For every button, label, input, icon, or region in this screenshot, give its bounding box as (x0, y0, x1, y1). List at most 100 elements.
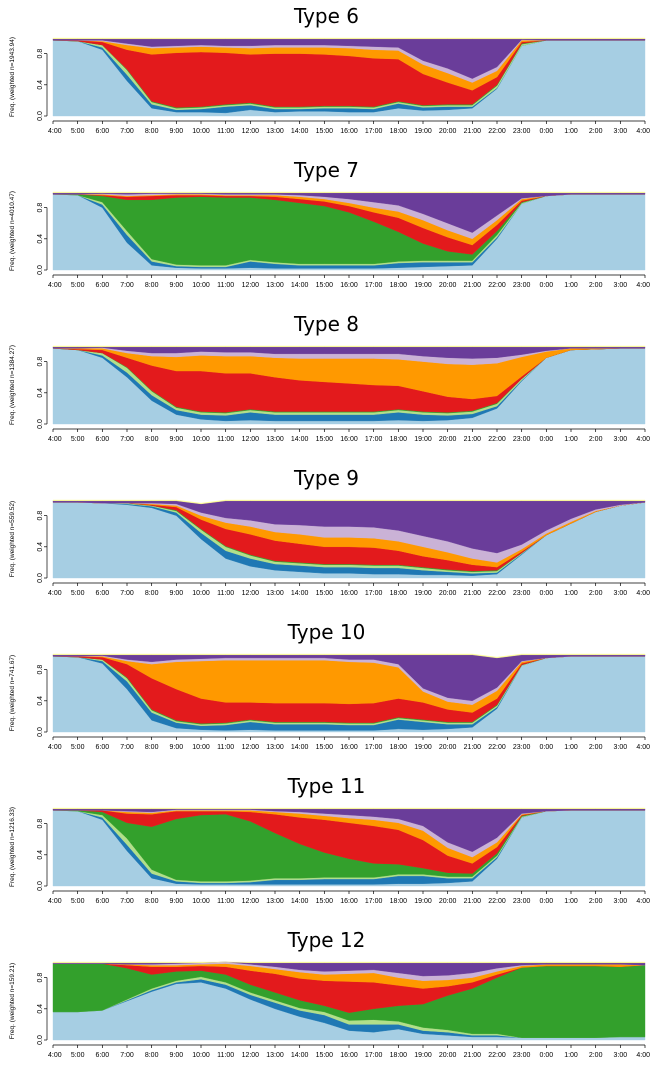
x-tick-label: 22:00 (488, 282, 506, 289)
x-tick-label: 2:00 (589, 590, 603, 597)
x-tick-label: 10:00 (192, 1052, 210, 1059)
x-tick-label: 23:00 (513, 744, 531, 751)
y-axis-label: Freq. (weighted n=559.52) (9, 501, 16, 577)
x-tick-label: 6:00 (96, 898, 110, 905)
y-tick-label: 0.4 (37, 542, 44, 552)
x-tick-label: 8:00 (145, 744, 159, 751)
x-tick-label: 0:00 (540, 282, 554, 289)
x-tick-label: 13:00 (266, 436, 284, 443)
x-tick-label: 21:00 (464, 128, 482, 135)
x-tick-label: 10:00 (192, 128, 210, 135)
y-tick-label: 0.8 (37, 973, 44, 983)
x-tick-label: 9:00 (170, 282, 184, 289)
x-tick-label: 14:00 (291, 744, 309, 751)
y-tick-label: 0.0 (37, 265, 44, 275)
x-tick-label: 0:00 (540, 898, 554, 905)
x-tick-label: 12:00 (242, 1052, 260, 1059)
x-tick-label: 11:00 (217, 436, 234, 443)
x-tick-label: 14:00 (291, 1052, 309, 1059)
x-tick-label: 22:00 (488, 1052, 506, 1059)
x-tick-label: 20:00 (439, 282, 457, 289)
y-tick-label: 0.8 (37, 819, 44, 829)
x-tick-label: 6:00 (96, 282, 110, 289)
x-tick-label: 0:00 (540, 744, 554, 751)
x-tick-label: 5:00 (71, 282, 85, 289)
x-tick-label: 10:00 (192, 590, 210, 597)
x-tick-label: 16:00 (340, 590, 358, 597)
series-area (52, 499, 646, 505)
chart-svg: 0.0 0.4 0.8 Freq. (weighted n=159.21) 4:00 5:… (9, 961, 650, 1059)
chart-svg: 0.0 0.4 0.8 Freq. (weighted n=741.67) 4:00 5:… (9, 653, 650, 751)
x-tick-label: 23:00 (513, 898, 531, 905)
x-tick-label: 7:00 (120, 128, 134, 135)
x-tick-label: 22:00 (488, 436, 506, 443)
y-tick-label: 0.0 (37, 727, 44, 737)
x-tick-label: 23:00 (513, 282, 531, 289)
chart-title: Type 11 (287, 774, 366, 798)
x-tick-label: 0:00 (540, 436, 554, 443)
x-tick-label: 7:00 (120, 1052, 134, 1059)
y-tick-label: 0.4 (37, 388, 44, 398)
series-area (52, 37, 646, 39)
x-tick-label: 22:00 (488, 128, 506, 135)
x-tick-label: 4:00 (48, 744, 62, 751)
x-tick-label: 19:00 (414, 1052, 432, 1059)
x-tick-label: 19:00 (414, 590, 432, 597)
chart-panel: Type 9 0.0 0.4 0.8 Freq. (weighted n=559.52)… (0, 462, 653, 607)
x-tick-label: 7:00 (120, 898, 134, 905)
x-tick-label: 23:00 (513, 1052, 531, 1059)
x-tick-label: 15:00 (316, 590, 334, 597)
x-tick-label: 2:00 (589, 744, 603, 751)
x-tick-label: 8:00 (145, 128, 159, 135)
x-tick-label: 9:00 (170, 436, 184, 443)
chart-title: Type 12 (287, 928, 366, 952)
x-tick-label: 4:00 (636, 744, 650, 751)
x-tick-label: 4:00 (48, 282, 62, 289)
x-tick-label: 3:00 (614, 590, 628, 597)
chart-title: Type 7 (293, 158, 360, 182)
chart-title: Type 8 (293, 312, 360, 336)
chart-panel: Type 7 0.0 0.4 0.8 Freq. (weighted n=4010.47… (0, 154, 653, 299)
x-tick-label: 18:00 (390, 128, 408, 135)
x-tick-label: 5:00 (71, 744, 85, 751)
x-tick-label: 21:00 (464, 898, 482, 905)
y-tick-label: 0.8 (37, 49, 44, 59)
x-tick-label: 8:00 (145, 436, 159, 443)
x-tick-label: 6:00 (96, 744, 110, 751)
x-tick-label: 19:00 (414, 436, 432, 443)
chart-panel: Type 8 0.0 0.4 0.8 Freq. (weighted n=1384.27… (0, 308, 653, 453)
chart-title: Type 9 (293, 466, 360, 490)
chart-svg: 0.0 0.4 0.8 Freq. (weighted n=1216.33) 4:00 5… (9, 807, 650, 905)
y-axis-label: Freq. (weighted n=741.67) (9, 655, 16, 731)
x-tick-label: 6:00 (96, 128, 110, 135)
x-tick-label: 16:00 (340, 282, 358, 289)
chart-panel: Type 11 0.0 0.4 0.8 Freq. (weighted n=1216.3… (0, 770, 653, 915)
y-axis-label: Freq. (weighted n=1384.27) (9, 345, 16, 425)
x-tick-label: 20:00 (439, 744, 457, 751)
y-axis-label: Freq. (weighted n=4010.47) (9, 191, 16, 271)
y-axis-label: Freq. (weighted n=1216.33) (9, 807, 16, 887)
series-area (52, 653, 646, 659)
x-tick-label: 0:00 (540, 128, 554, 135)
x-tick-label: 9:00 (170, 128, 184, 135)
x-tick-label: 13:00 (266, 898, 284, 905)
x-tick-label: 3:00 (614, 1052, 628, 1059)
y-tick-label: 0.4 (37, 696, 44, 706)
x-tick-label: 3:00 (614, 436, 628, 443)
x-tick-label: 16:00 (340, 436, 358, 443)
x-tick-label: 12:00 (242, 436, 260, 443)
x-tick-label: 21:00 (464, 436, 482, 443)
x-tick-label: 5:00 (71, 128, 85, 135)
x-tick-label: 11:00 (217, 1052, 234, 1059)
x-tick-label: 17:00 (365, 282, 383, 289)
x-tick-label: 16:00 (340, 898, 358, 905)
x-tick-label: 0:00 (540, 1052, 554, 1059)
x-tick-label: 13:00 (266, 1052, 284, 1059)
x-tick-label: 13:00 (266, 590, 284, 597)
x-tick-label: 21:00 (464, 1052, 482, 1059)
chart-panel: Type 6 0.0 0.4 0.8 Freq. (weighted n=1943.94… (0, 0, 653, 145)
x-tick-label: 13:00 (266, 744, 284, 751)
x-tick-label: 17:00 (365, 590, 383, 597)
x-tick-label: 23:00 (513, 128, 531, 135)
x-tick-label: 17:00 (365, 744, 383, 751)
